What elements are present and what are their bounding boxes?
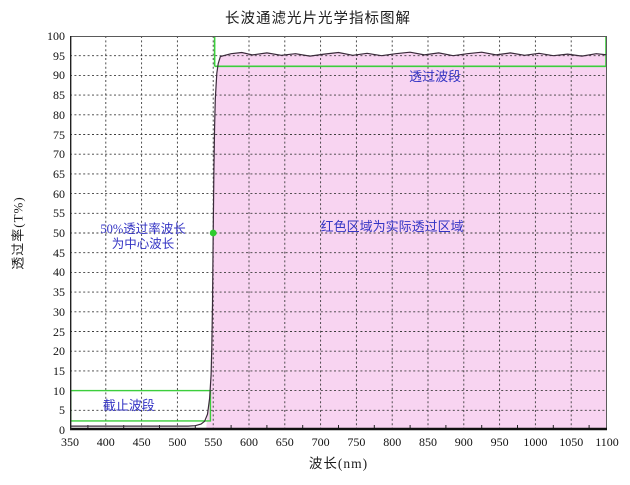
y-tick-label-10: 10 (53, 383, 65, 398)
y-tick-label-30: 30 (53, 304, 65, 319)
y-tick-label-65: 65 (53, 166, 65, 181)
plot-area (69, 36, 608, 431)
transmittance-chart-canvas (69, 36, 608, 431)
y-tick-label-15: 15 (53, 363, 65, 378)
y-tick-label-5: 5 (59, 403, 65, 418)
x-tick-label-350: 350 (61, 435, 79, 449)
y-tick-label-25: 25 (53, 324, 65, 339)
y-tick-label-80: 80 (53, 107, 65, 122)
y-tick-label-0: 0 (59, 423, 65, 437)
x-tick-label-400: 400 (96, 435, 115, 449)
x-tick-label-900: 900 (454, 435, 473, 449)
x-tick-label-1100: 1100 (595, 435, 619, 449)
annotation-trans-band-label: 透过波段 (409, 69, 462, 85)
x-tick-label-700: 700 (311, 435, 330, 449)
transmission-region-fill (206, 52, 608, 430)
y-tick-label-55: 55 (53, 206, 65, 221)
center-wavelength-dot (209, 229, 217, 237)
y-tick-label-50: 50 (53, 226, 65, 240)
y-tick-label-45: 45 (53, 245, 65, 260)
x-tick-label-650: 650 (275, 435, 294, 449)
y-tick-label-85: 85 (53, 88, 65, 103)
x-tick-label-600: 600 (240, 435, 258, 449)
transmittance-curve (70, 51, 608, 427)
annotation-region-note-label: 红色区域为实际透过区域 (320, 219, 464, 235)
y-tick-label-95: 95 (53, 48, 65, 63)
x-tick-label-950: 950 (490, 435, 509, 449)
y-tick-label-75: 75 (53, 127, 65, 142)
y-tick-label-70: 70 (53, 147, 65, 162)
annotation-center-wavelength-label: 50%透过率波长 为中心波长 (100, 221, 186, 251)
annotation-cutoff-band-label: 截止波段 (102, 397, 155, 413)
y-tick-label-20: 20 (53, 344, 65, 359)
y-tick-label-90: 90 (53, 68, 65, 83)
chart-title: 长波通滤光片光学指标图解 (225, 11, 411, 27)
y-tick-label-35: 35 (53, 285, 65, 300)
x-tick-label-850: 850 (419, 435, 437, 449)
y-tick-label-40: 40 (53, 265, 65, 280)
x-tick-label-1050: 1050 (559, 435, 584, 449)
x-tick-label-500: 500 (168, 435, 187, 449)
y-tick-label-60: 60 (53, 186, 65, 201)
x-tick-label-450: 450 (132, 435, 151, 449)
x-tick-label-550: 550 (204, 435, 223, 449)
x-axis-title: 波长(nm) (308, 456, 369, 471)
x-tick-label-800: 800 (383, 435, 402, 449)
x-tick-label-1000: 1000 (523, 435, 548, 449)
x-tick-label-750: 750 (347, 435, 366, 449)
y-tick-label-100: 100 (47, 29, 65, 43)
